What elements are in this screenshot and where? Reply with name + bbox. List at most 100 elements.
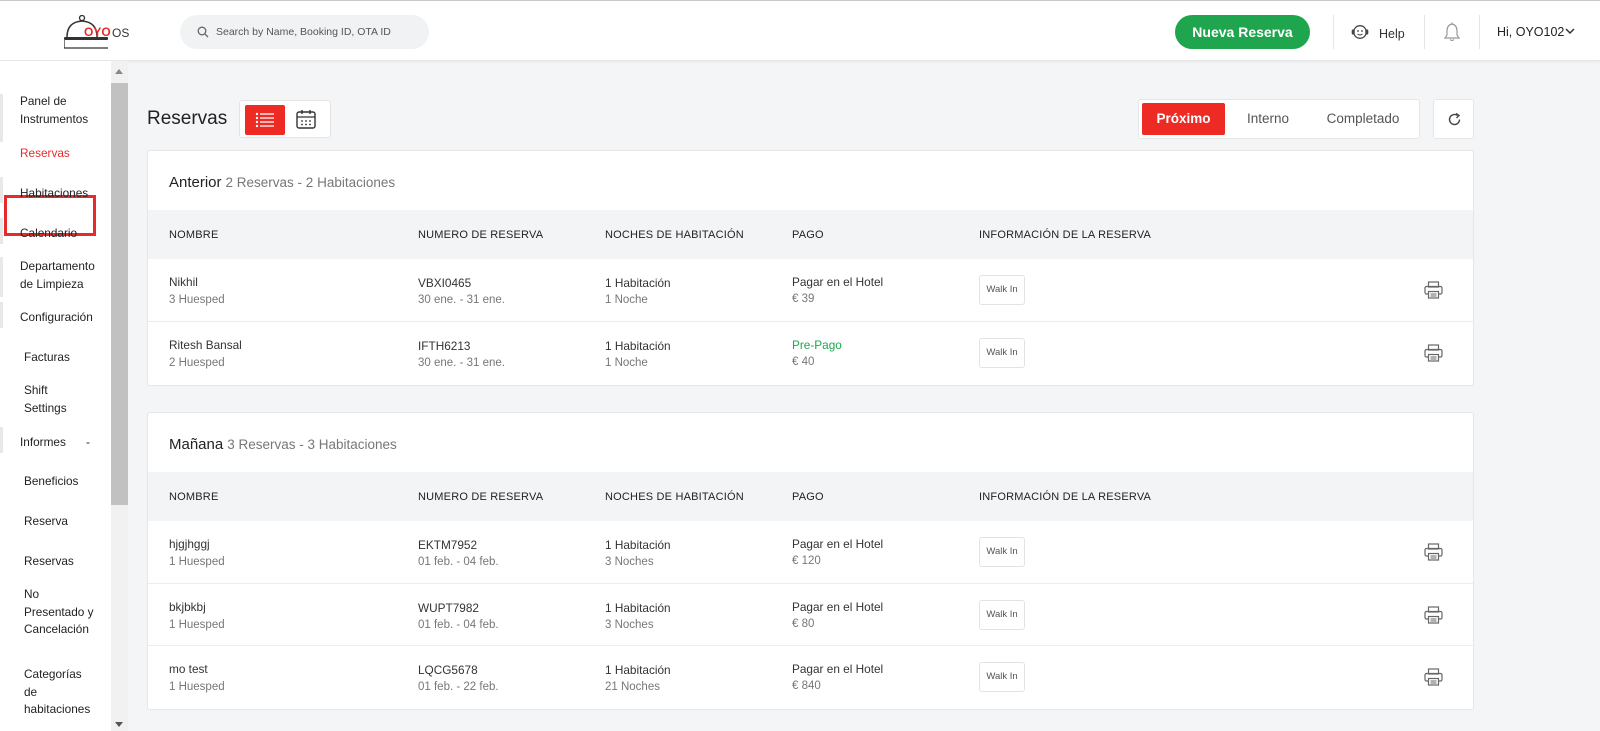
guest-count: 1 Huesped — [169, 619, 225, 631]
user-menu[interactable]: Hi, OYO102 — [1497, 25, 1565, 39]
print-icon[interactable] — [1424, 281, 1443, 299]
top-bar: OYO OS Nueva Reserva Help Hi, OYO102 — [0, 0, 1600, 61]
guest-count: 1 Huesped — [169, 556, 225, 568]
payment-type: Pre-Pago — [792, 338, 842, 352]
column-header-name: NOMBRE — [169, 229, 219, 241]
table-row[interactable]: hjgjhggj 1 Huesped EKTM7952 01 feb. - 04… — [148, 521, 1473, 583]
booking-source-badge: Walk In — [979, 338, 1025, 368]
column-header-name: NOMBRE — [169, 491, 219, 503]
column-header-nights: NOCHES DE HABITACIÓN — [605, 229, 744, 241]
room-count: 1 Habitación — [605, 538, 671, 552]
table-row[interactable]: Nikhil 3 Huesped VBXI0465 30 ene. - 31 e… — [148, 259, 1473, 321]
help-icon[interactable] — [1351, 24, 1369, 40]
bell-icon[interactable] — [1444, 22, 1460, 42]
payment-type: Pagar en el Hotel — [792, 662, 884, 676]
guest-count: 3 Huesped — [169, 294, 225, 306]
booking-id[interactable]: LQCG5678 — [418, 663, 478, 677]
brand-logo-text: OYO — [84, 25, 111, 39]
nav-marker — [0, 302, 3, 328]
nav-marker — [0, 427, 3, 453]
print-icon[interactable] — [1424, 543, 1443, 561]
nav-marker — [0, 94, 3, 142]
collapse-toggle[interactable]: - — [86, 435, 90, 449]
tab-upcoming[interactable]: Próximo — [1142, 103, 1225, 135]
booking-source-badge: Walk In — [979, 662, 1025, 692]
guest-name: mo test — [169, 662, 208, 676]
print-icon[interactable] — [1424, 668, 1443, 686]
calendar-icon[interactable] — [292, 106, 320, 134]
sidebar-item-no-show[interactable]: No Presentado y Cancelación — [24, 587, 94, 636]
sidebar-item-invoices[interactable]: Facturas — [24, 350, 70, 364]
table-row[interactable]: mo test 1 Huesped LQCG5678 01 feb. - 22 … — [148, 645, 1473, 707]
section-title: Mañana 3 Reservas - 3 Habitaciones — [169, 436, 397, 453]
page-title: Reservas — [147, 108, 228, 129]
booking-tabs: Próximo Interno Completado — [1138, 99, 1420, 139]
search-icon — [197, 26, 209, 38]
payment-type: Pagar en el Hotel — [792, 537, 884, 551]
sidebar: Panel de Instrumentos Reservas Habitacio… — [0, 61, 111, 731]
guest-name: hjgjhggj — [169, 537, 210, 551]
column-header-info: INFORMACIÓN DE LA RESERVA — [979, 491, 1152, 503]
list-icon — [255, 112, 274, 128]
new-booking-button[interactable]: Nueva Reserva — [1175, 15, 1310, 49]
nav-marker — [0, 257, 3, 297]
booking-id[interactable]: EKTM7952 — [418, 538, 478, 552]
view-toggle — [239, 100, 331, 138]
night-count: 3 Noches — [605, 556, 654, 568]
section-card-previous: Anterior 2 Reservas - 2 Habitaciones NOMB… — [147, 150, 1474, 386]
sidebar-item-reservation[interactable]: Reserva — [24, 514, 68, 528]
sidebar-item-dashboard[interactable]: Panel de Instrumentos — [20, 94, 89, 126]
sidebar-item-calendar[interactable]: Calendario — [20, 226, 78, 240]
scroll-down-arrow-icon[interactable] — [115, 722, 123, 727]
table-row[interactable]: bkjbkbj 1 Huesped WUPT7982 01 feb. - 04 … — [148, 583, 1473, 645]
search-bar[interactable] — [180, 15, 429, 49]
sidebar-active-indicator — [4, 195, 96, 236]
divider — [1333, 15, 1334, 49]
sidebar-item-rooms[interactable]: Habitaciones — [20, 186, 89, 200]
booking-id[interactable]: WUPT7982 — [418, 601, 479, 615]
section-title: Anterior 2 Reservas - 2 Habitaciones — [169, 174, 395, 191]
sidebar-item-housekeeping[interactable]: Departamento de Limpieza — [20, 259, 95, 291]
print-icon[interactable] — [1424, 606, 1443, 624]
tab-in-house[interactable]: Interno — [1246, 111, 1290, 126]
payment-type: Pagar en el Hotel — [792, 275, 884, 289]
scrollbar-thumb[interactable] — [111, 83, 128, 505]
column-header-payment: PAGO — [792, 229, 824, 241]
divider — [1479, 15, 1480, 49]
sidebar-item-reservations[interactable]: Reservas — [24, 554, 74, 568]
booking-id[interactable]: VBXI0465 — [418, 276, 472, 290]
payment-amount: € 120 — [792, 555, 821, 567]
table-header: NOMBRE NUMERO DE RESERVA NOCHES DE HABIT… — [148, 472, 1473, 521]
section-summary: 2 Reservas - 2 Habitaciones — [225, 175, 396, 190]
tab-completed[interactable]: Completado — [1326, 111, 1400, 126]
sidebar-item-bookings[interactable]: Reservas — [20, 146, 70, 160]
table-row[interactable]: Ritesh Bansal 2 Huesped IFTH6213 30 ene.… — [148, 321, 1473, 383]
section-title-text: Anterior — [169, 174, 222, 191]
booking-id[interactable]: IFTH6213 — [418, 339, 471, 353]
payment-amount: € 80 — [792, 618, 815, 630]
sidebar-item-benefits[interactable]: Beneficios — [24, 474, 79, 488]
column-header-info: INFORMACIÓN DE LA RESERVA — [979, 229, 1152, 241]
help-link[interactable]: Help — [1379, 27, 1405, 41]
oyo-logo-icon[interactable] — [64, 15, 136, 51]
column-header-nights: NOCHES DE HABITACIÓN — [605, 491, 744, 503]
sidebar-item-settings[interactable]: Configuración — [20, 310, 93, 324]
booking-dates: 01 feb. - 04 feb. — [418, 556, 499, 568]
booking-dates: 01 feb. - 04 feb. — [418, 619, 499, 631]
scroll-up-arrow-icon[interactable] — [115, 69, 123, 74]
payment-amount: € 39 — [792, 293, 815, 305]
sidebar-item-shift-settings[interactable]: Shift Settings — [24, 383, 67, 415]
sidebar-item-reports[interactable]: Informes — [20, 435, 66, 449]
print-icon[interactable] — [1424, 344, 1443, 362]
section-summary: 3 Reservas - 3 Habitaciones — [227, 437, 397, 452]
table-header: NOMBRE NUMERO DE RESERVA NOCHES DE HABIT… — [148, 210, 1473, 259]
night-count: 1 Noche — [605, 357, 648, 369]
booking-source-badge: Walk In — [979, 537, 1025, 567]
night-count: 21 Noches — [605, 681, 660, 693]
list-view-button[interactable] — [245, 105, 285, 135]
chevron-down-icon[interactable] — [1565, 28, 1575, 35]
divider — [1424, 15, 1425, 49]
refresh-button[interactable] — [1433, 99, 1474, 139]
search-input[interactable] — [216, 15, 416, 49]
sidebar-item-room-categories[interactable]: Categorías de habitaciones — [24, 667, 91, 716]
